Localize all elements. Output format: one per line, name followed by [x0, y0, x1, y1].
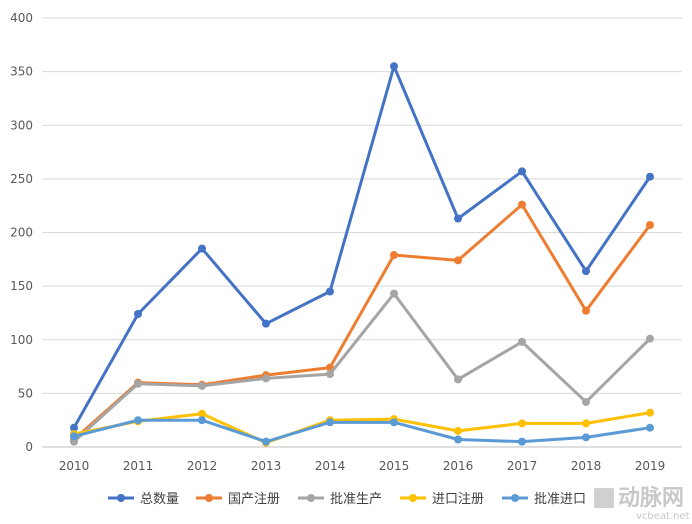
data-point — [198, 409, 206, 418]
data-point — [582, 433, 590, 442]
series-line — [72, 411, 652, 445]
y-axis-ticks: 0 50 100 150 200 250 300 350 400 — [10, 11, 33, 454]
data-point — [518, 437, 526, 446]
data-point — [518, 337, 526, 346]
x-tick-label: 2010 — [59, 459, 90, 473]
legend: 总数量 国产注册 批准生产 进口注册 批准进口 — [108, 492, 586, 507]
data-point — [646, 423, 654, 432]
legend-item: 批准进口 — [502, 492, 586, 507]
data-point — [390, 251, 398, 260]
data-point — [646, 172, 654, 181]
data-point — [134, 310, 142, 319]
y-tick-label: 0 — [25, 440, 33, 454]
data-point — [262, 374, 270, 383]
y-tick-label: 250 — [10, 172, 33, 186]
series-3 — [70, 289, 654, 446]
series-1 — [70, 62, 654, 432]
legend-label: 总数量 — [140, 492, 179, 507]
data-point — [198, 244, 206, 253]
y-tick-label: 50 — [18, 386, 33, 400]
x-tick-label: 2017 — [507, 459, 538, 473]
y-tick-label: 150 — [10, 279, 33, 293]
legend-item: 国产注册 — [196, 492, 280, 507]
watermark: 动脉网 vcbeat.net — [594, 486, 690, 522]
watermark-logo-text: 动脉网 — [618, 486, 684, 511]
data-point — [326, 418, 334, 427]
data-point — [198, 416, 206, 425]
legend-label: 批准生产 — [330, 492, 382, 507]
data-point — [134, 416, 142, 425]
x-tick-label: 2013 — [251, 459, 282, 473]
data-point — [134, 379, 142, 388]
data-point — [646, 408, 654, 417]
series-4 — [70, 408, 654, 447]
data-point — [198, 381, 206, 390]
legend-label: 批准进口 — [534, 492, 586, 507]
series-line — [72, 418, 652, 444]
series-5 — [70, 416, 654, 446]
data-point — [390, 289, 398, 298]
legend-marker — [511, 494, 519, 502]
data-point — [326, 370, 334, 379]
legend-marker — [307, 494, 315, 502]
data-point — [70, 432, 78, 441]
legend-item: 进口注册 — [400, 492, 484, 507]
legend-marker — [117, 494, 125, 502]
legend-label: 国产注册 — [228, 492, 280, 507]
series-line — [72, 203, 652, 441]
x-tick-label: 2015 — [379, 459, 410, 473]
data-point — [454, 435, 462, 444]
legend-item: 总数量 — [108, 492, 179, 507]
data-point — [454, 426, 462, 435]
data-point — [582, 397, 590, 406]
data-point — [70, 423, 78, 432]
watermark-logo-icon — [594, 488, 614, 508]
data-point — [646, 220, 654, 229]
data-point — [582, 419, 590, 428]
data-point — [454, 214, 462, 223]
watermark-url: vcbeat.net — [636, 511, 690, 522]
legend-marker — [205, 494, 213, 502]
data-point — [262, 319, 270, 328]
x-tick-label: 2019 — [635, 459, 666, 473]
data-point — [326, 287, 334, 296]
legend-marker — [409, 494, 417, 502]
data-point — [262, 437, 270, 446]
y-tick-label: 200 — [10, 226, 33, 240]
x-tick-label: 2012 — [187, 459, 218, 473]
x-tick-label: 2011 — [123, 459, 154, 473]
data-point — [518, 167, 526, 176]
x-axis-ticks: 2010 2011 2012 2013 2014 2015 2016 2017 2018 2019 — [59, 459, 666, 473]
series-2 — [70, 200, 654, 444]
data-point — [518, 419, 526, 428]
x-tick-label: 2018 — [571, 459, 602, 473]
data-point — [518, 200, 526, 209]
x-tick-label: 2014 — [315, 459, 346, 473]
data-point — [454, 375, 462, 384]
data-point — [582, 306, 590, 315]
y-tick-label: 100 — [10, 333, 33, 347]
data-point — [646, 334, 654, 343]
legend-item: 批准生产 — [298, 492, 382, 507]
data-point — [454, 256, 462, 265]
series-line — [72, 64, 652, 430]
y-tick-label: 350 — [10, 65, 33, 79]
data-point — [390, 418, 398, 427]
legend-label: 进口注册 — [432, 492, 484, 507]
x-tick-label: 2016 — [443, 459, 474, 473]
y-tick-label: 400 — [10, 11, 33, 25]
y-tick-label: 300 — [10, 118, 33, 132]
data-point — [390, 62, 398, 71]
series-lines — [70, 62, 654, 447]
data-point — [582, 267, 590, 276]
series-line — [72, 292, 652, 444]
